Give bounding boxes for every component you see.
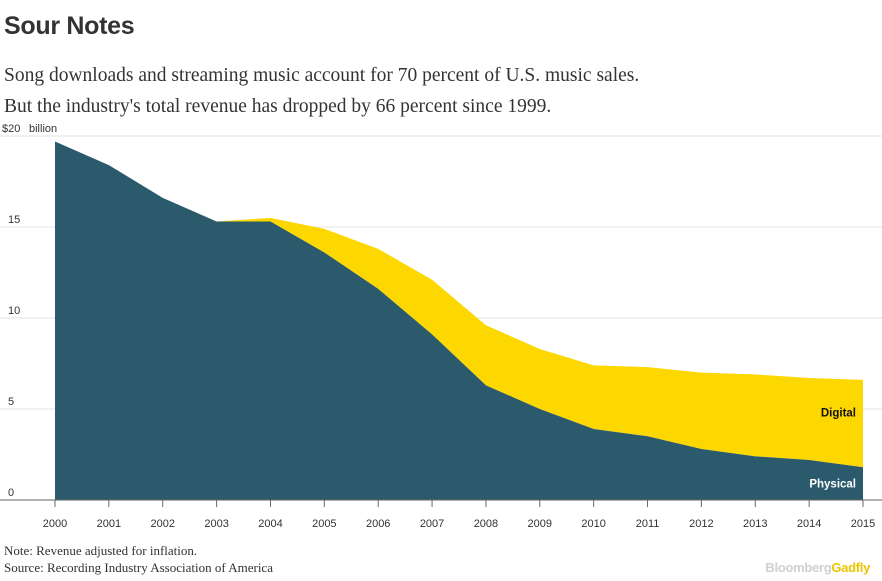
subtitle-line-1: Song downloads and streaming music accou…	[4, 65, 640, 86]
y-unit-label: billion	[29, 123, 57, 135]
source-note: Source: Recording Industry Association o…	[4, 560, 273, 575]
x-tick-label: 2014	[797, 518, 821, 530]
x-tick-label: 2002	[150, 518, 174, 530]
x-tick-label: 2012	[689, 518, 713, 530]
x-tick-label: 2000	[43, 518, 67, 530]
y-tick-label: 5	[8, 396, 14, 408]
digital-area	[55, 141, 863, 468]
inflation-note: Note: Revenue adjusted for inflation.	[4, 543, 198, 558]
chart-subtitle: Song downloads and streaming music accou…	[4, 60, 639, 122]
x-tick-label: 2015	[851, 518, 875, 530]
brand-logo: BloombergGadfly	[765, 560, 870, 575]
chart-title: Sour Notes	[4, 12, 135, 40]
subtitle-line-2: But the industry's total revenue has dro…	[4, 96, 552, 117]
y-tick-label: 0	[8, 487, 14, 499]
series-label-physical: Physical	[809, 479, 856, 491]
x-tick-label: 2007	[420, 518, 444, 530]
x-tick-label: 2008	[474, 518, 498, 530]
physical-area	[55, 141, 863, 500]
x-tick-label: 2010	[581, 518, 605, 530]
chart-footnotes: Note: Revenue adjusted for inflation. So…	[4, 542, 273, 576]
y-tick-label: 10	[8, 305, 20, 317]
brand-logo-part-1: Bloomberg	[765, 560, 832, 575]
x-tick-label: 2004	[258, 518, 282, 530]
x-tick-label: 2001	[97, 518, 121, 530]
y-tick-label: $20	[2, 123, 20, 135]
y-tick-label: 15	[8, 214, 20, 226]
x-tick-label: 2013	[743, 518, 767, 530]
x-tick-label: 2005	[312, 518, 336, 530]
series-label-digital: Digital	[821, 408, 856, 420]
brand-logo-part-2: Gadfly	[831, 560, 870, 575]
x-tick-label: 2006	[366, 518, 390, 530]
revenue-area-chart: 0 5 10 15 $20 billion 2000 2001 2002 2003 2004 2005…	[0, 123, 882, 530]
x-tick-label: 2009	[528, 518, 552, 530]
x-tick-label: 2003	[204, 518, 228, 530]
x-tick-label: 2011	[636, 518, 660, 530]
